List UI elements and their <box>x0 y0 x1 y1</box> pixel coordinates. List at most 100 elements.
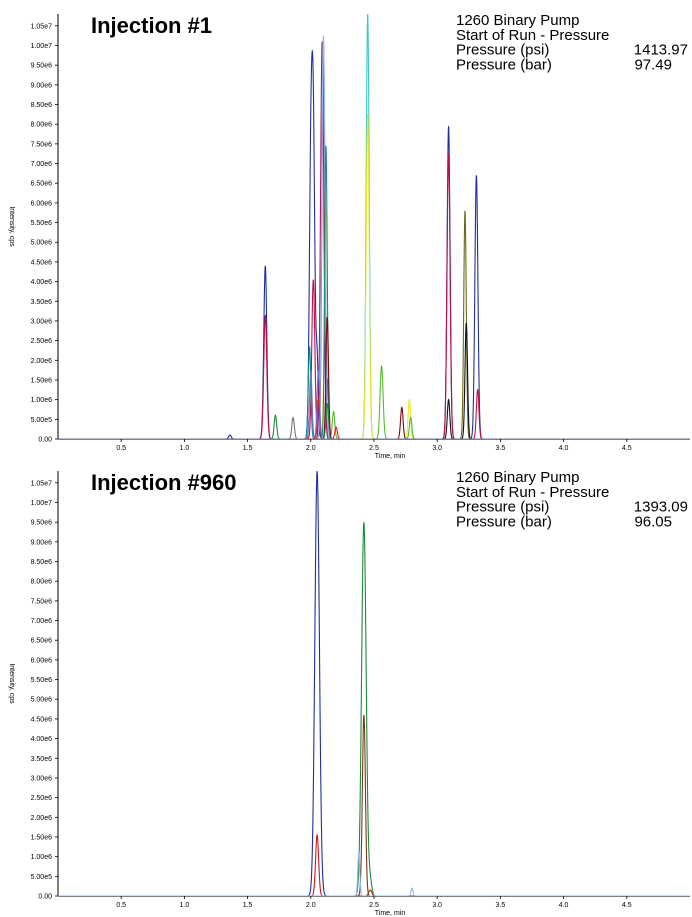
pressure-psi-label: Pressure (psi) <box>456 499 549 516</box>
chart-panel-2: 0.00 5.00e5 1.00e6 1.50e6 2.00e6 2.50e6 3.00e6… <box>8 469 690 917</box>
chart-title: Injection #1 <box>91 13 212 38</box>
y-tick-label: 1.05e7 <box>31 480 53 487</box>
series-line-5 <box>58 13 690 439</box>
y-tick-label: 4.50e6 <box>31 716 53 723</box>
y-tick-label: 5.00e5 <box>31 417 53 424</box>
y-tick-label: 0.00 <box>38 894 52 901</box>
series-line-3 <box>58 522 690 896</box>
y-tick-label: 8.00e6 <box>31 579 53 586</box>
series-line-15 <box>58 368 690 439</box>
x-axis-title: Time, min <box>375 453 406 460</box>
y-tick-label: 3.50e6 <box>31 299 53 306</box>
y-tick-label: 2.00e6 <box>31 358 53 365</box>
pump-name: 1260 Binary Pump <box>456 469 579 486</box>
y-tick-label: 8.00e6 <box>31 122 53 129</box>
y-tick-label: 4.00e6 <box>31 736 53 743</box>
y-tick-label: 6.50e6 <box>31 181 53 188</box>
x-tick-label: 0.5 <box>116 902 126 909</box>
plot-area <box>58 470 690 896</box>
x-tick-label: 1.0 <box>180 902 190 909</box>
y-tick-label: 4.50e6 <box>31 259 53 266</box>
y-tick-label: 7.00e6 <box>31 161 53 168</box>
y-tick-label: 1.00e6 <box>31 854 53 861</box>
y-tick-label: 2.50e6 <box>31 795 53 802</box>
y-tick-label: 5.00e6 <box>31 697 53 704</box>
y-tick-label: 8.50e6 <box>31 559 53 566</box>
y-tick-label: 1.50e6 <box>31 834 53 841</box>
chart-title: Injection #960 <box>91 470 237 495</box>
y-tick-label: 7.50e6 <box>31 598 53 605</box>
y-tick-label: 5.50e6 <box>31 220 53 227</box>
x-tick-label: 4.5 <box>622 445 632 452</box>
y-tick-label: 6.00e6 <box>31 657 53 664</box>
series-line-12 <box>58 402 690 439</box>
y-tick-label: 1.00e6 <box>31 397 53 404</box>
x-tick-label: 3.0 <box>432 445 442 452</box>
series-line-3 <box>58 41 690 439</box>
series-line-13 <box>58 416 690 439</box>
y-tick-label: 5.00e6 <box>31 240 53 247</box>
series-line-2 <box>58 833 690 896</box>
series-line-2 <box>58 45 690 439</box>
series-line-7 <box>58 145 690 439</box>
x-tick-label: 3.0 <box>432 902 442 909</box>
x-tick-label: 1.0 <box>180 445 190 452</box>
y-tick-label: 0.00 <box>38 437 52 444</box>
y-tick-label: 7.00e6 <box>31 618 53 625</box>
plot-area <box>58 13 690 439</box>
x-tick-label: 0.5 <box>116 445 126 452</box>
y-tick-label: 5.00e5 <box>31 874 53 881</box>
x-tick-label: 2.0 <box>306 445 316 452</box>
x-tick-label: 2.5 <box>369 902 379 909</box>
y-tick-label: 3.00e6 <box>31 318 53 325</box>
y-tick-label: 9.50e6 <box>31 520 53 527</box>
x-tick-label: 1.5 <box>243 902 253 909</box>
y-tick-label: 9.00e6 <box>31 539 53 546</box>
series-line-4 <box>58 714 690 896</box>
series-line-1 <box>58 49 690 439</box>
y-tick-label: 1.50e6 <box>31 377 53 384</box>
y-tick-label: 1.05e7 <box>31 23 53 30</box>
x-tick-label: 2.0 <box>306 902 316 909</box>
pressure-psi-value: 1413.97 <box>634 42 688 59</box>
y-tick-label: 6.00e6 <box>31 200 53 207</box>
pressure-psi-value: 1393.09 <box>634 499 688 516</box>
pressure-bar-value: 96.05 <box>634 513 672 530</box>
pressure-psi-label: Pressure (psi) <box>456 42 549 59</box>
y-tick-label: 1.00e7 <box>31 500 53 507</box>
series-line-6 <box>58 114 690 439</box>
y-tick-label: 6.50e6 <box>31 638 53 645</box>
y-tick-label: 9.50e6 <box>31 63 53 70</box>
y-tick-label: 4.00e6 <box>31 279 53 286</box>
series-line-1 <box>58 470 690 896</box>
pump-name: 1260 Binary Pump <box>456 12 579 29</box>
y-axis-title: Intensity, cps <box>8 663 15 704</box>
y-tick-label: 7.50e6 <box>31 141 53 148</box>
x-tick-label: 4.5 <box>622 902 632 909</box>
series-line-10 <box>58 322 690 439</box>
y-tick-label: 8.50e6 <box>31 102 53 109</box>
x-tick-label: 1.5 <box>243 445 253 452</box>
x-tick-label: 3.5 <box>496 445 506 452</box>
x-tick-label: 3.5 <box>496 902 506 909</box>
series-line-9 <box>58 210 690 439</box>
y-tick-label: 3.50e6 <box>31 756 53 763</box>
chart-panel-1: 0.00 5.00e5 1.00e6 1.50e6 2.00e6 2.50e6 3.00e6… <box>8 12 690 460</box>
x-tick-label: 4.0 <box>559 445 569 452</box>
y-tick-label: 5.50e6 <box>31 677 53 684</box>
pressure-heading: Start of Run - Pressure <box>456 484 609 501</box>
y-axis-title: Intensity, cps <box>8 206 15 247</box>
pressure-bar-value: 97.49 <box>634 56 672 73</box>
x-axis-title: Time, min <box>375 910 406 917</box>
series-line-4 <box>58 35 690 439</box>
pressure-bar-label: Pressure (bar) <box>456 56 552 73</box>
y-tick-label: 1.00e7 <box>31 43 53 50</box>
pressure-bar-label: Pressure (bar) <box>456 513 552 530</box>
series-line-5 <box>58 851 690 896</box>
y-tick-label: 2.50e6 <box>31 338 53 345</box>
y-tick-label: 3.00e6 <box>31 775 53 782</box>
x-tick-label: 4.0 <box>559 902 569 909</box>
pressure-heading: Start of Run - Pressure <box>456 27 609 44</box>
